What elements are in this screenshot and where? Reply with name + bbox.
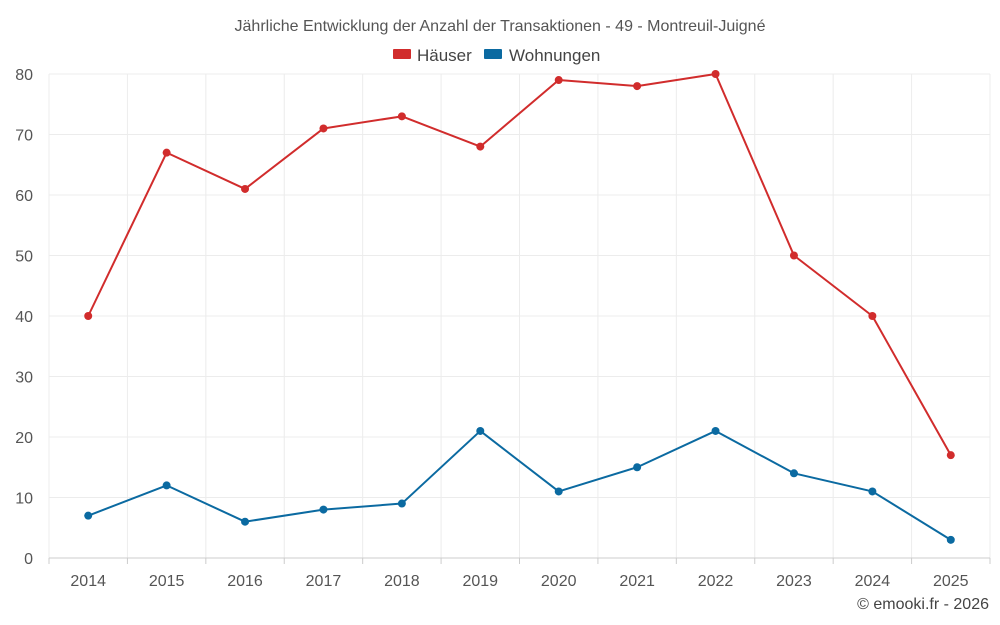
credit-text: © emooki.fr - 2026: [857, 596, 989, 613]
y-axis: 0 10 20 30 40 50 60 70 80: [15, 67, 33, 568]
x-tick-label: 2024: [855, 573, 891, 590]
data-point-haeuser[interactable]: [84, 312, 93, 320]
data-point-wohnungen[interactable]: [84, 511, 93, 520]
series-line-wohnungen: [87, 429, 952, 541]
x-tick-label: 2020: [541, 573, 577, 590]
x-tick-label: 2017: [306, 573, 342, 590]
data-point-haeuser[interactable]: [162, 148, 171, 157]
series-group: [84, 70, 955, 544]
series-line-haeuser: [87, 73, 952, 456]
series-wohnungen: [84, 426, 955, 544]
data-point-haeuser[interactable]: [633, 82, 642, 91]
data-point-wohnungen[interactable]: [711, 426, 720, 435]
y-tick-label: 60: [15, 188, 33, 205]
data-point-wohnungen[interactable]: [554, 487, 563, 496]
legend-label-haeuser: Häuser: [417, 46, 472, 65]
x-axis: 2014 2015 2016 2017 2018 2019 2020 2021 2022 2023…: [48, 557, 991, 590]
data-point-wohnungen[interactable]: [868, 487, 877, 496]
data-point-wohnungen[interactable]: [397, 499, 406, 508]
y-tick-label: 80: [15, 67, 33, 84]
y-tick-label: 20: [15, 430, 33, 447]
x-tick-label: 2023: [776, 573, 812, 590]
data-point-wohnungen[interactable]: [241, 517, 250, 526]
y-tick-label: 40: [15, 309, 33, 326]
y-tick-label: 30: [15, 370, 33, 387]
legend-swatch-haeuser: [393, 49, 411, 59]
y-tick-label: 70: [15, 128, 33, 145]
data-point-wohnungen[interactable]: [476, 426, 485, 435]
legend-item-wohnungen[interactable]: Wohnungen: [484, 46, 600, 65]
data-point-wohnungen[interactable]: [946, 535, 955, 544]
x-tick-label: 2025: [933, 573, 969, 590]
x-tick-label: 2016: [227, 573, 263, 590]
data-point-wohnungen[interactable]: [789, 469, 798, 478]
x-tick-label: 2019: [462, 573, 498, 590]
legend-item-haeuser[interactable]: Häuser: [393, 46, 472, 65]
x-tick-label: 2014: [70, 573, 106, 590]
gridlines: [48, 73, 991, 558]
data-point-haeuser[interactable]: [319, 124, 328, 133]
data-point-wohnungen[interactable]: [162, 481, 171, 490]
data-point-wohnungen[interactable]: [319, 505, 328, 514]
chart-title: Jährliche Entwicklung der Anzahl der Tra…: [235, 18, 766, 35]
data-point-haeuser[interactable]: [241, 184, 250, 193]
data-point-haeuser[interactable]: [476, 142, 485, 151]
x-tick-label: 2018: [384, 573, 420, 590]
series-haeuser: [84, 70, 955, 460]
legend-swatch-wohnungen: [484, 49, 502, 59]
x-tick-label: 2021: [619, 573, 655, 590]
data-point-haeuser[interactable]: [397, 112, 406, 121]
data-point-haeuser[interactable]: [868, 312, 877, 320]
data-point-wohnungen[interactable]: [633, 463, 642, 472]
y-tick-label: 50: [15, 249, 33, 266]
data-point-haeuser[interactable]: [554, 76, 563, 85]
y-tick-label: 0: [24, 551, 33, 568]
x-tick-label: 2022: [698, 573, 734, 590]
data-point-haeuser[interactable]: [711, 70, 720, 78]
legend-label-wohnungen: Wohnungen: [509, 46, 600, 65]
data-point-haeuser[interactable]: [946, 451, 955, 460]
y-tick-label: 10: [15, 491, 33, 508]
x-tick-label: 2015: [149, 573, 185, 590]
data-point-haeuser[interactable]: [789, 251, 798, 260]
legend: Häuser Wohnungen: [393, 46, 600, 65]
